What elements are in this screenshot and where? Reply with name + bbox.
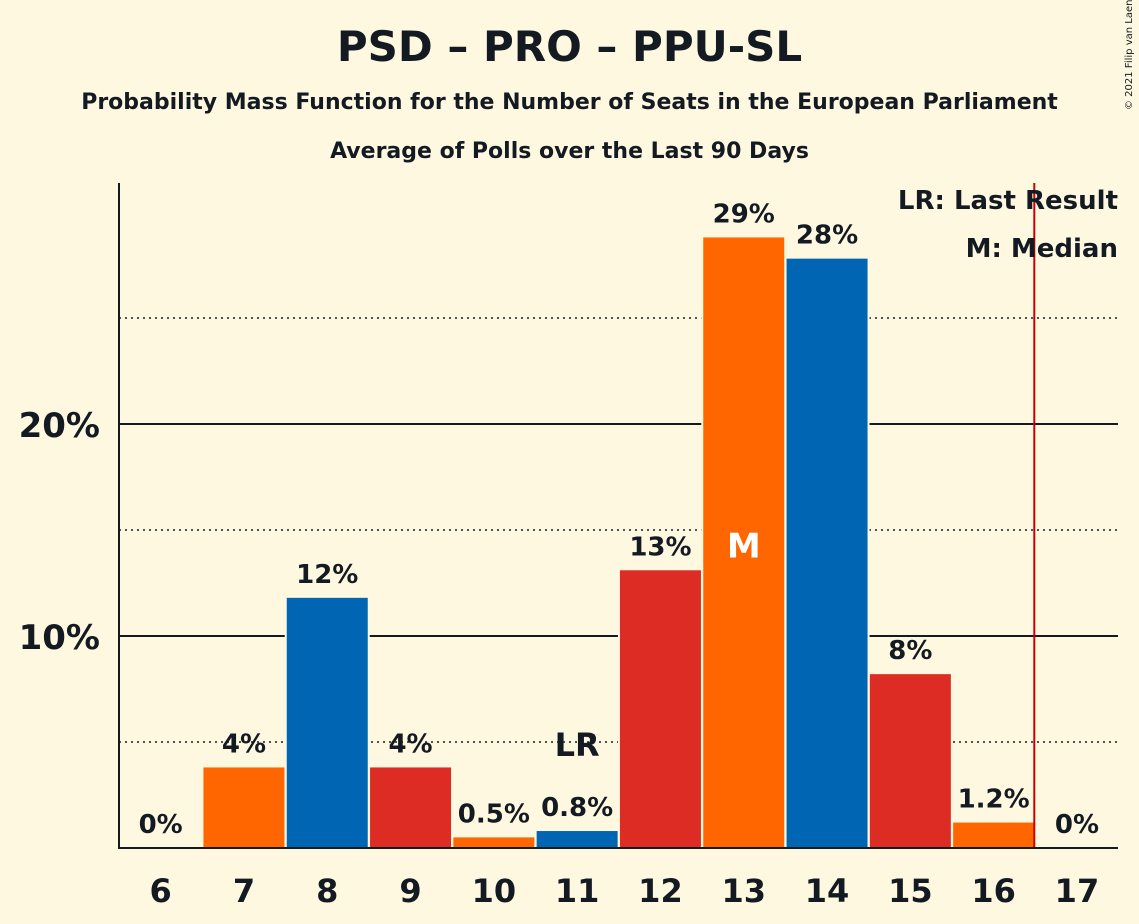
x-tick-label: 12 [638,872,683,910]
data-label: 4% [388,729,432,759]
bar [703,237,785,848]
x-tick-label: 15 [888,872,933,910]
chart-subtitle-period: Average of Polls over the Last 90 Days [330,139,809,164]
data-label: 0.8% [541,793,613,823]
data-label: 0% [139,810,183,840]
median-marker: M [727,526,761,566]
data-label: 4% [222,729,266,759]
bar [370,767,452,848]
bar [953,822,1035,848]
bar [619,570,701,848]
data-labels: 0% 4% 12% 4% 0.5% 0.8% LR 13% 29% M 28% 8% 1.2% 0% [139,199,1099,840]
bar [536,831,618,848]
bars [201,235,1037,848]
data-label: 8% [888,636,932,666]
data-label: 1.2% [958,785,1030,815]
x-tick-label: 11 [555,872,600,910]
x-tick-label: 17 [1055,872,1100,910]
data-label: 0% [1055,810,1099,840]
axes: 10% 20% 6 7 8 9 10 11 12 13 14 15 16 17 [19,183,1118,910]
y-tick-label: 20% [19,406,100,446]
bar [869,674,951,848]
x-tick-label: 9 [399,872,421,910]
chart-subtitle: Probability Mass Function for the Number… [81,90,1058,115]
legend-last-result: LR: Last Result [898,186,1118,216]
x-tick-label: 7 [233,872,255,910]
last-result-marker: LR [555,726,600,764]
x-tick-label: 14 [805,872,850,910]
x-tick-label: 16 [971,872,1016,910]
chart-title: PSD – PRO – PPU-SL [336,22,803,71]
data-label: 13% [629,532,691,562]
data-label: 28% [796,221,858,251]
data-label: 12% [296,560,358,590]
x-tick-label: 13 [721,872,766,910]
bar [786,258,868,848]
x-tick-label: 8 [316,872,338,910]
data-label: 29% [713,199,775,229]
x-tick-label: 6 [150,872,172,910]
bar [203,767,285,848]
bar [453,837,535,848]
legend-median: M: Median [966,234,1118,264]
x-tick-label: 10 [472,872,517,910]
bar [286,597,368,848]
data-label: 0.5% [458,799,530,829]
y-tick-label: 10% [19,618,100,658]
